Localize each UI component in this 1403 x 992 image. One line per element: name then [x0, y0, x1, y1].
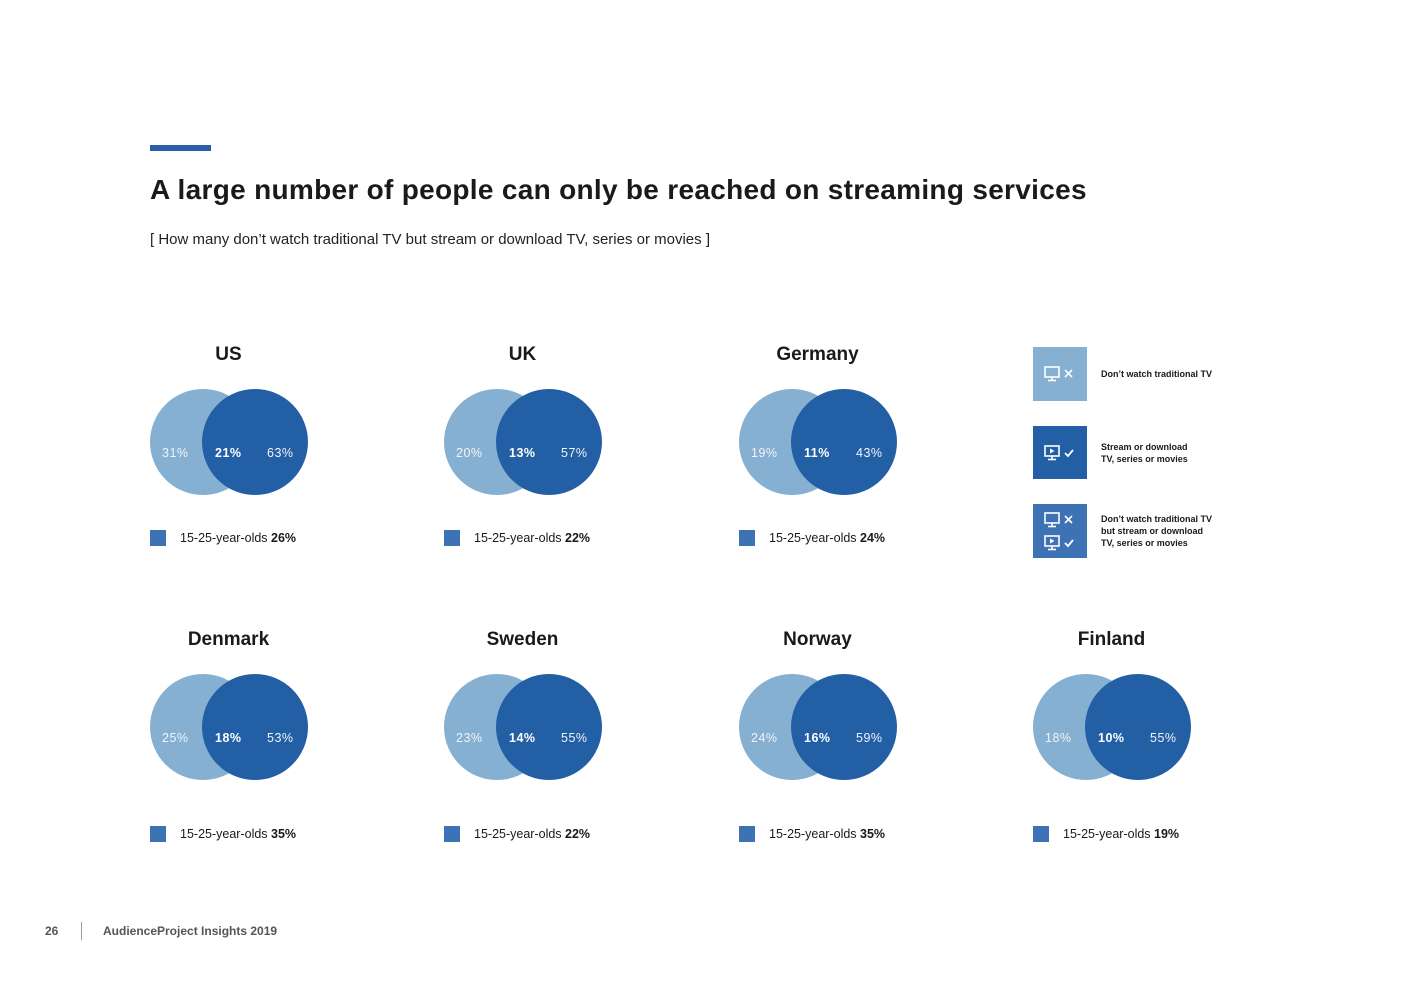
venn-label-overlap: 14%: [509, 731, 536, 745]
legend-text: TV, series or movies: [1101, 538, 1188, 548]
venn-diagram: [150, 674, 308, 780]
youth-value: 22%: [565, 531, 591, 545]
venn-label-stream: 55%: [561, 731, 588, 745]
panel-germany: Germany 19% 11% 43% 15-25-year-olds 24%: [739, 344, 959, 574]
venn-label-stream: 43%: [856, 446, 883, 460]
panel-us: US 31% 21% 63% 15-25-year-olds 26%: [150, 344, 370, 574]
tv-play-check-icon: [1044, 534, 1074, 550]
youth-label: 15-25-year-olds: [180, 827, 268, 841]
venn-label-stream: 57%: [561, 446, 588, 460]
legend-square: [1033, 826, 1049, 842]
legend-text: Don’t watch traditional TV: [1101, 514, 1213, 524]
country-title: Germany: [776, 344, 859, 365]
country-title: Finland: [1077, 629, 1146, 650]
youth-value: 22%: [565, 827, 591, 841]
venn-label-no-tv: 23%: [456, 731, 483, 745]
venn-label-stream: 53%: [267, 731, 294, 745]
country-title: UK: [508, 344, 537, 365]
venn-label-no-tv: 31%: [162, 446, 189, 460]
legend-label-stream: Stream or download TV, series or movies: [1101, 441, 1231, 465]
venn-label-stream: 63%: [267, 446, 294, 460]
venn-label-stream: 55%: [1150, 731, 1177, 745]
panel-uk: UK 20% 13% 57% 15-25-year-olds 22%: [444, 344, 664, 574]
tv-play-check-icon: [1044, 444, 1074, 460]
youth-stat: 15-25-year-olds 22%: [444, 530, 590, 546]
venn-label-overlap: 21%: [215, 446, 242, 460]
venn-label-overlap: 18%: [215, 731, 242, 745]
youth-label: 15-25-year-olds: [769, 531, 857, 545]
panel-sweden: Sweden 23% 14% 55% 15-25-year-olds 22%: [444, 629, 664, 859]
venn-label-stream: 59%: [856, 731, 883, 745]
country-title: US: [215, 344, 242, 365]
page-number: 26: [45, 924, 59, 938]
youth-value: 24%: [860, 531, 886, 545]
venn-label-no-tv: 24%: [751, 731, 778, 745]
legend-label-no-tv: Don’t watch traditional TV: [1101, 368, 1231, 380]
venn-circle-stream: [496, 674, 602, 780]
page-subtitle: [ How many don’t watch traditional TV bu…: [150, 231, 710, 248]
legend-item-no-tv: [1033, 347, 1087, 401]
legend-square: [739, 826, 755, 842]
venn-circle-stream: [791, 389, 897, 495]
title-accent-bar: [150, 145, 211, 151]
venn-diagram: [444, 389, 602, 495]
tv-cross-icon: [1044, 366, 1073, 382]
venn-circle-stream: [1085, 674, 1191, 780]
youth-label: 15-25-year-olds: [474, 827, 562, 841]
youth-stat: 15-25-year-olds 24%: [739, 530, 885, 546]
youth-value: 35%: [271, 827, 297, 841]
venn-label-overlap: 16%: [804, 731, 831, 745]
venn-label-overlap: 10%: [1098, 731, 1125, 745]
venn-label-no-tv: 18%: [1045, 731, 1072, 745]
youth-stat: 15-25-year-olds 35%: [150, 826, 296, 842]
venn-diagram: [739, 674, 897, 780]
venn-diagram: [1033, 674, 1191, 780]
country-title: Sweden: [486, 629, 559, 650]
legend-square: [739, 530, 755, 546]
youth-label: 15-25-year-olds: [769, 827, 857, 841]
legend-item-overlap: [1033, 504, 1087, 558]
youth-value: 26%: [271, 531, 297, 545]
youth-label: 15-25-year-olds: [180, 531, 268, 545]
venn-label-overlap: 13%: [509, 446, 536, 460]
legend-item-stream: [1033, 426, 1087, 479]
youth-stat: 15-25-year-olds 35%: [739, 826, 885, 842]
youth-label: 15-25-year-olds: [474, 531, 562, 545]
legend-text: Don’t watch traditional TV: [1101, 369, 1213, 379]
venn-circle-stream: [202, 674, 308, 780]
venn-diagram: [739, 389, 897, 495]
legend-square: [150, 826, 166, 842]
venn-circle-stream: [496, 389, 602, 495]
youth-stat: 15-25-year-olds 26%: [150, 530, 296, 546]
venn-diagram: [150, 389, 308, 495]
youth-stat: 15-25-year-olds 22%: [444, 826, 590, 842]
youth-label: 15-25-year-olds: [1063, 827, 1151, 841]
venn-label-no-tv: 19%: [751, 446, 778, 460]
venn-label-no-tv: 20%: [456, 446, 483, 460]
youth-value: 19%: [1154, 827, 1180, 841]
tv-cross-icon: [1044, 511, 1073, 527]
legend-square: [444, 826, 460, 842]
youth-stat: 15-25-year-olds 19%: [1033, 826, 1179, 842]
legend-label-overlap: Don’t watch traditional TV but stream or…: [1101, 513, 1231, 549]
country-title: Norway: [783, 629, 852, 650]
venn-diagram: [444, 674, 602, 780]
venn-circle-stream: [791, 674, 897, 780]
legend-text: but stream or download: [1101, 526, 1204, 536]
legend-text: TV, series or movies: [1101, 454, 1188, 464]
venn-label-overlap: 11%: [804, 446, 830, 460]
panel-norway: Norway 24% 16% 59% 15-25-year-olds 35%: [739, 629, 959, 859]
footer-divider: [81, 922, 82, 940]
publication-name: AudienceProject Insights 2019: [103, 924, 278, 938]
legend-text: Stream or download: [1101, 442, 1188, 452]
venn-label-no-tv: 25%: [162, 731, 189, 745]
legend-square: [150, 530, 166, 546]
legend-square: [444, 530, 460, 546]
page-title: A large number of people can only be rea…: [150, 174, 1087, 205]
youth-value: 35%: [860, 827, 886, 841]
country-title: Denmark: [187, 629, 270, 650]
panel-finland: Finland 18% 10% 55% 15-25-year-olds 19%: [1033, 629, 1253, 859]
venn-circle-stream: [202, 389, 308, 495]
panel-denmark: Denmark 25% 18% 53% 15-25-year-olds 35%: [150, 629, 370, 859]
